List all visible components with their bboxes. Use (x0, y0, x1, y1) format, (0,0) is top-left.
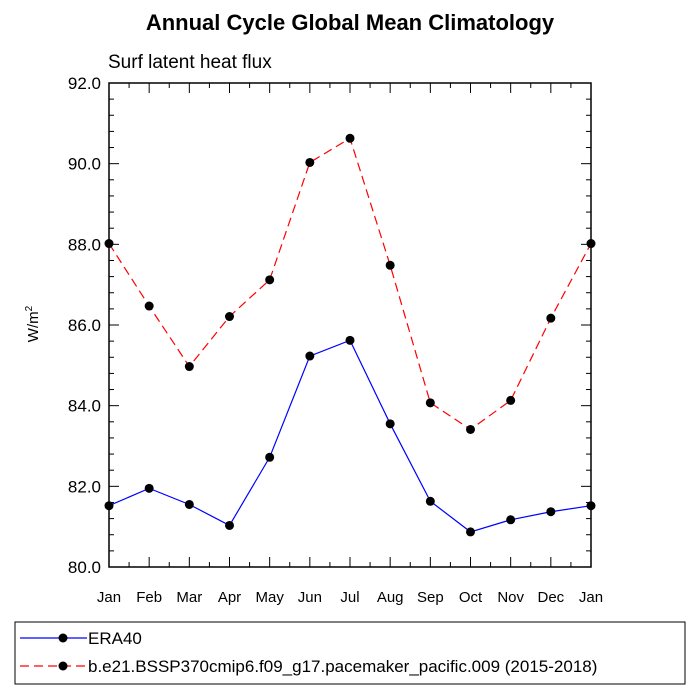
series-1-point (546, 313, 556, 323)
series-1-point (184, 362, 194, 372)
legend-marker-1 (58, 661, 68, 671)
legend-label-1: b.e21.BSSP370cmip6.f09_g17.pacemaker_pac… (88, 657, 597, 676)
y-axis-label-superscript: 2 (24, 305, 35, 311)
y-tick-label: 88.0 (68, 235, 101, 254)
x-tick-label: Apr (218, 589, 241, 606)
series-1-point (506, 395, 516, 405)
series-line-1 (108, 137, 592, 431)
x-tick-label: Jul (340, 589, 359, 606)
chart-subtitle: Surf latent heat flux (108, 52, 272, 73)
y-tick-label: 80.0 (68, 558, 101, 577)
series-1-point (385, 260, 395, 270)
y-tick-label: 92.0 (68, 74, 101, 93)
series-1-point (345, 133, 355, 143)
series-1-point (466, 424, 475, 434)
x-tick-label: Jan (97, 589, 121, 606)
x-tick-label: Mar (176, 589, 202, 606)
plot-area: 80.0 82.0 84.0 86.0 88.0 90.0 92.0 Jan Feb Mar Apr… (68, 74, 603, 606)
y-axis-label: W/m2 (24, 305, 42, 342)
series-0-point (305, 351, 315, 361)
series-0-point (265, 452, 275, 462)
series-0-point (385, 419, 395, 429)
series-1-point (265, 275, 275, 285)
legend-marker-0 (58, 633, 68, 643)
series-line-0 (108, 339, 592, 533)
x-tick-label: Nov (497, 589, 524, 606)
y-tick-label: 84.0 (68, 397, 101, 416)
legend: ERA40 b.e21.BSSP370cmip6.f09_g17.pacemake… (14, 621, 686, 685)
y-tick-label: 90.0 (68, 155, 101, 174)
x-tick-label: Sep (417, 589, 444, 606)
y-axis-label-base: W/m (25, 311, 42, 342)
series-1-point (225, 312, 234, 322)
x-tick-label: May (255, 589, 284, 606)
x-tick-label: Feb (136, 589, 162, 606)
x-tick-label: Jan (579, 589, 603, 606)
series-0-point (466, 527, 475, 537)
series-0-point (506, 515, 516, 525)
x-tick-label: Oct (459, 589, 483, 606)
y-tick-label: 82.0 (68, 477, 101, 496)
x-tick-label: Jun (298, 589, 322, 606)
series-1-point (425, 398, 435, 408)
series-0-point (225, 520, 234, 530)
series-0-point (546, 507, 556, 517)
series-0-point (144, 483, 154, 493)
x-tick-label: Aug (377, 589, 404, 606)
chart-title: Annual Cycle Global Mean Climatology (146, 10, 555, 35)
legend-box (14, 621, 686, 685)
series-1-point (305, 157, 315, 167)
series-0-point (345, 335, 355, 345)
series-0-point (425, 496, 435, 506)
y-tick-label: 86.0 (68, 316, 101, 335)
legend-label-0: ERA40 (88, 629, 142, 648)
plot-frame (108, 82, 592, 568)
series-0-point (184, 499, 194, 509)
series-1-point (144, 301, 154, 311)
x-tick-label: Dec (537, 589, 564, 606)
